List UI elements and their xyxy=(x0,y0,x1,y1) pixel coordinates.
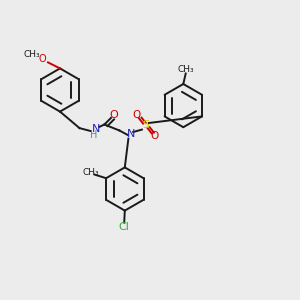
Text: O: O xyxy=(150,130,158,141)
Text: Cl: Cl xyxy=(119,222,130,232)
Text: CH₃: CH₃ xyxy=(24,50,40,59)
Text: N: N xyxy=(127,129,135,139)
Text: H: H xyxy=(90,130,97,140)
Text: N: N xyxy=(92,124,100,134)
Text: O: O xyxy=(110,110,118,121)
Text: O: O xyxy=(133,110,141,120)
Text: S: S xyxy=(142,120,149,130)
Text: O: O xyxy=(38,54,46,64)
Text: CH₃: CH₃ xyxy=(178,64,195,74)
Text: CH₃: CH₃ xyxy=(82,168,99,177)
